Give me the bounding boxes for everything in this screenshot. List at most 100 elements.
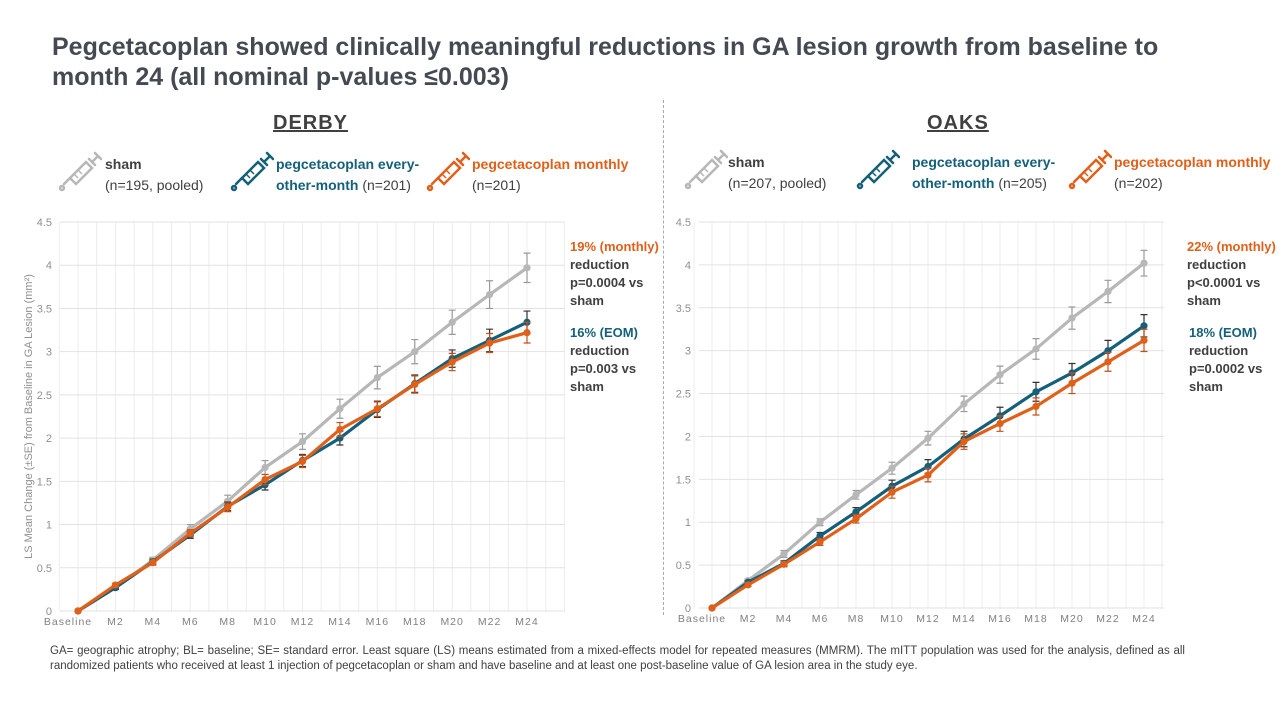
- x-tick-label: Baseline: [44, 616, 92, 628]
- data-point-monthly: [1104, 358, 1112, 366]
- legend-item-sham: sham (n=195, pooled): [105, 154, 215, 196]
- derby-eom-note: 16% (EOM) reduction p=0.003 vs sham: [570, 324, 654, 396]
- y-tick-label: 1: [685, 517, 691, 529]
- syringe-icon: [230, 151, 274, 192]
- y-tick-label: 2: [46, 433, 52, 445]
- derby-monthly-note: 19% (monthly) reduction p=0.0004 vs sham: [570, 238, 660, 310]
- data-point-monthly: [1032, 402, 1040, 411]
- legend-n: (n=201): [362, 177, 411, 193]
- data-point-monthly: [74, 607, 82, 615]
- oaks-eom-note: 18% (EOM) reduction p=0.0002 vs sham: [1189, 324, 1273, 396]
- x-tick-label: M22: [1096, 613, 1119, 625]
- data-point-sham: [411, 348, 419, 356]
- legend-item-eom: pegcetacoplan every-other-month (n=205): [912, 152, 1062, 194]
- y-tick-label: 1.5: [676, 474, 691, 486]
- x-tick-label: M4: [145, 616, 162, 628]
- syringe-icon: [856, 149, 900, 190]
- data-point-monthly: [744, 581, 752, 589]
- y-tick-label: 1: [46, 520, 52, 532]
- data-point-sham: [298, 437, 307, 446]
- legend-label: sham: [105, 156, 142, 172]
- data-point-monthly: [996, 419, 1004, 428]
- x-tick-label: M10: [253, 616, 276, 628]
- data-point-monthly: [780, 560, 788, 568]
- data-point-monthly: [261, 476, 269, 484]
- panel-divider: [663, 100, 664, 615]
- legend-label: pegcetacoplan monthly: [472, 156, 629, 172]
- x-tick-label: M16: [988, 613, 1011, 625]
- syringe-icon: [426, 151, 470, 192]
- data-point-sham: [448, 318, 456, 326]
- x-tick-label: M12: [291, 616, 314, 628]
- data-point-monthly: [1068, 379, 1076, 387]
- x-tick-label: M24: [1132, 613, 1155, 625]
- x-tick-label: M16: [366, 616, 389, 628]
- x-tick-label: M20: [440, 616, 463, 628]
- x-tick-label: M18: [1024, 613, 1047, 625]
- x-tick-label: M24: [515, 616, 538, 628]
- data-point-monthly: [298, 457, 307, 466]
- data-point-eom: [852, 508, 860, 516]
- x-tick-label: M6: [182, 616, 199, 628]
- y-tick-label: 3.5: [676, 303, 691, 315]
- legend-label: sham: [728, 154, 765, 170]
- y-tick-label: 2.5: [37, 390, 52, 402]
- data-point-monthly: [888, 488, 896, 496]
- x-tick-label: M8: [848, 613, 865, 625]
- y-axis-label: LS Mean Change (±SE) from Baseline in GA…: [23, 274, 35, 559]
- y-tick-label: 4: [46, 260, 52, 272]
- data-point-monthly: [1140, 336, 1148, 344]
- y-tick-label: 3: [46, 347, 52, 359]
- data-point-sham: [816, 518, 824, 526]
- x-tick-label: M10: [880, 613, 903, 625]
- data-point-monthly: [485, 339, 494, 347]
- legend-n: (n=205): [998, 175, 1047, 191]
- legend-item-sham: sham (n=207, pooled): [728, 152, 838, 194]
- footnote: GA= geographic atrophy; BL= baseline; SE…: [50, 645, 1185, 672]
- y-tick-label: 4: [685, 260, 691, 272]
- data-point-sham: [996, 371, 1004, 379]
- legend-item-monthly: pegcetacoplan monthly (n=201): [472, 154, 632, 196]
- x-tick-label: M14: [952, 613, 975, 625]
- y-tick-label: 3.5: [37, 303, 52, 315]
- data-point-monthly: [960, 437, 968, 446]
- x-tick-label: M8: [219, 616, 236, 628]
- note-pct: 19% (monthly): [570, 239, 659, 254]
- y-tick-label: 0.5: [676, 560, 691, 572]
- legend-n: (n=201): [472, 177, 521, 193]
- data-point-monthly: [373, 405, 381, 413]
- syringe-icon: [58, 151, 102, 192]
- legend-n: (n=202): [1114, 175, 1163, 191]
- data-point-monthly: [149, 558, 157, 567]
- data-point-monthly: [411, 380, 419, 389]
- syringe-icon: [1068, 149, 1112, 190]
- y-tick-label: 4.5: [37, 217, 52, 229]
- data-point-sham: [523, 264, 531, 272]
- x-tick-label: M20: [1060, 613, 1083, 625]
- data-point-sham: [1140, 259, 1148, 267]
- note-pct: 18% (EOM): [1189, 325, 1257, 340]
- y-tick-label: 2.5: [676, 389, 691, 401]
- data-point-monthly: [523, 329, 531, 337]
- data-point-eom: [1032, 388, 1040, 396]
- note-text: reduction p<0.0001 vs sham: [1187, 257, 1261, 308]
- legend-label: pegcetacoplan monthly: [1114, 154, 1271, 170]
- data-point-monthly: [852, 515, 860, 523]
- data-point-sham: [888, 464, 896, 472]
- data-point-sham: [960, 400, 968, 408]
- x-tick-label: M22: [478, 616, 501, 628]
- x-tick-label: M14: [328, 616, 351, 628]
- data-point-sham: [261, 463, 269, 472]
- x-tick-label: Baseline: [678, 613, 726, 625]
- data-point-eom: [1140, 322, 1148, 330]
- data-point-monthly: [111, 581, 120, 589]
- data-point-sham: [1104, 287, 1112, 296]
- data-point-monthly: [708, 604, 716, 612]
- derby-heading: DERBY: [273, 112, 349, 134]
- data-point-sham: [924, 434, 932, 442]
- data-point-sham: [336, 405, 344, 413]
- x-tick-label: M4: [776, 613, 793, 625]
- legend-label: pegcetacoplan every-other-month: [276, 156, 420, 193]
- data-point-monthly: [816, 538, 824, 546]
- legend-item-monthly: pegcetacoplan monthly (n=202): [1114, 152, 1274, 194]
